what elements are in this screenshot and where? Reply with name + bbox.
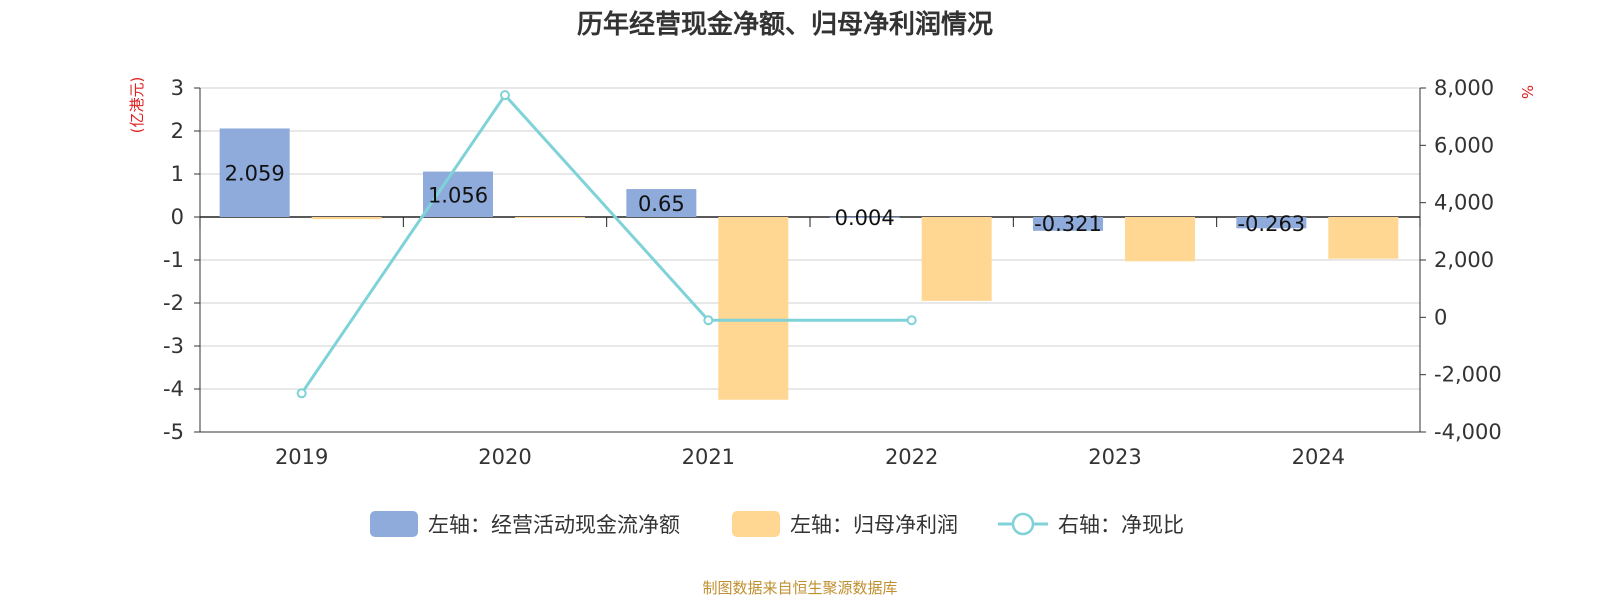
legend-swatch-cash-flow xyxy=(370,511,418,537)
right-axis-tick-label: -4,000 xyxy=(1434,420,1502,444)
x-axis-label: 2019 xyxy=(275,445,328,469)
chart-title: 历年经营现金净额、归母净利润情况 xyxy=(577,9,993,40)
net-profit-bar xyxy=(718,217,789,400)
ratio-point xyxy=(906,315,917,326)
cash-flow-value-label: 0.004 xyxy=(835,206,895,230)
left-axis-tick-label: -2 xyxy=(163,291,184,315)
source-note: 制图数据来自恒生聚源数据库 xyxy=(702,579,897,597)
left-axis-tick-label: 1 xyxy=(171,162,184,186)
x-axis-label: 2020 xyxy=(478,445,531,469)
bars xyxy=(219,128,1399,400)
cash-flow-bar xyxy=(626,189,697,217)
cash-flow-bar xyxy=(423,171,493,217)
left-axis: 3 2 1 0 -1 -2 -3 -4 -5 xyxy=(163,76,201,444)
legend-marker-ratio xyxy=(1011,512,1035,536)
right-axis-unit: % xyxy=(1518,85,1536,99)
left-axis-tick-label: 0 xyxy=(171,205,184,229)
left-axis-tick-label: -1 xyxy=(163,248,184,272)
net-profit-bar xyxy=(515,217,585,218)
cash-flow-value-label: -0.321 xyxy=(1034,212,1102,236)
net-profit-bar xyxy=(1328,217,1399,259)
right-axis: 8,000 6,000 4,000 2,000 0 -2,000 -4,000 xyxy=(1419,76,1502,444)
right-axis-tick-label: 4,000 xyxy=(1434,191,1494,215)
ratio-point xyxy=(500,90,510,101)
cash-flow-value-label: -0.263 xyxy=(1237,212,1305,236)
net-profit-bar xyxy=(1125,217,1195,262)
cash-flow-value-label: 0.65 xyxy=(638,192,685,216)
x-axis-label: 2022 xyxy=(885,445,938,469)
ratio-line-path xyxy=(300,92,912,395)
right-axis-tick-label: 8,000 xyxy=(1434,76,1494,100)
data-labels: 2.059 1.056 0.65 0.004 -0.321 -0.263 xyxy=(225,162,1306,236)
left-axis-tick-label: 3 xyxy=(171,76,184,100)
ratio-point xyxy=(296,388,307,399)
x-axis-label: 2024 xyxy=(1292,445,1345,469)
right-axis-tick-label: 6,000 xyxy=(1434,133,1494,157)
left-axis-tick-label: -5 xyxy=(163,420,184,444)
left-axis-unit: (亿港元) xyxy=(128,77,146,134)
left-axis-tick-label: -3 xyxy=(163,334,184,358)
x-axis: 2019 2020 2021 2022 2023 2024 xyxy=(199,216,1421,469)
ratio-point xyxy=(703,315,714,326)
ratio-line xyxy=(296,90,917,399)
left-axis-tick-label: -4 xyxy=(163,377,184,401)
legend: 左轴：经营活动现金流净额 左轴：归母净利润 右轴：净现比 xyxy=(370,511,1184,537)
left-axis-tick-label: 2 xyxy=(171,119,184,143)
net-profit-bar xyxy=(311,217,382,220)
legend-label-cash-flow: 左轴：经营活动现金流净额 xyxy=(428,513,680,537)
legend-label-ratio: 右轴：净现比 xyxy=(1058,513,1184,537)
right-axis-tick-label: 0 xyxy=(1434,305,1447,329)
x-axis-label: 2023 xyxy=(1088,445,1141,469)
legend-label-net-profit: 左轴：归母净利润 xyxy=(790,513,958,537)
grid xyxy=(200,87,1420,433)
cash-flow-bar xyxy=(1033,217,1103,231)
net-profit-bar xyxy=(921,217,992,301)
legend-swatch-net-profit xyxy=(732,511,780,537)
cash-flow-bar xyxy=(219,128,290,217)
cash-flow-bar xyxy=(829,216,900,218)
cash-flow-value-label: 2.059 xyxy=(225,162,285,186)
right-axis-tick-label: 2,000 xyxy=(1434,248,1494,272)
right-axis-tick-label: -2,000 xyxy=(1434,363,1502,387)
cash-flow-bar xyxy=(1236,217,1307,229)
x-axis-label: 2021 xyxy=(682,445,735,469)
cash-flow-value-label: 1.056 xyxy=(428,183,488,207)
